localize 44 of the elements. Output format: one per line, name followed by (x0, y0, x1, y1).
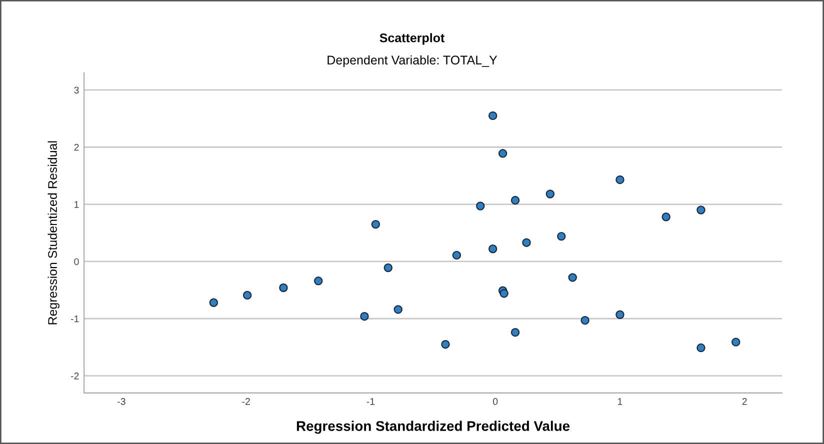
point (557, 232, 566, 241)
point (616, 310, 624, 319)
y-tick-label: 3 (74, 86, 79, 94)
point (314, 276, 323, 286)
point (476, 202, 485, 210)
x-axis-title: Regression Standardized Predicted Value (296, 420, 570, 434)
point (371, 220, 380, 229)
point (510, 196, 520, 205)
point (696, 343, 706, 352)
y-tick-label: 2 (74, 144, 79, 151)
chart-title: Scatterplot (380, 33, 444, 45)
x-tick-label: 0 (493, 398, 498, 405)
point (384, 263, 393, 272)
point (360, 312, 369, 321)
y-axis-title: Regression Studentized Residual (48, 141, 60, 324)
point (500, 289, 508, 298)
point (209, 298, 218, 307)
point (696, 206, 706, 214)
point (510, 328, 520, 337)
point (488, 244, 498, 254)
x-tick-label: 1 (618, 398, 622, 405)
x-tick-label: -3 (118, 398, 126, 405)
chart-subtitle: Dependent Variable: TOTAL_Y (328, 55, 498, 67)
y-tick-label: 1 (74, 201, 79, 208)
point (546, 190, 555, 198)
point (242, 290, 252, 300)
point (452, 250, 462, 260)
point (498, 149, 508, 158)
y-tick-label: 0 (74, 258, 79, 266)
point (441, 340, 450, 349)
point (616, 175, 624, 184)
point (568, 273, 577, 282)
y-tick-label: -2 (70, 372, 79, 380)
point (488, 111, 498, 120)
point (662, 212, 670, 222)
point (279, 283, 288, 292)
point (580, 316, 590, 325)
x-tick-label: -2 (242, 398, 250, 405)
x-tick-label: -1 (366, 398, 375, 405)
point (522, 238, 531, 247)
y-tick-label: -1 (70, 315, 79, 322)
point (732, 338, 740, 346)
x-tick-label: 2 (742, 398, 747, 405)
point (394, 305, 402, 314)
